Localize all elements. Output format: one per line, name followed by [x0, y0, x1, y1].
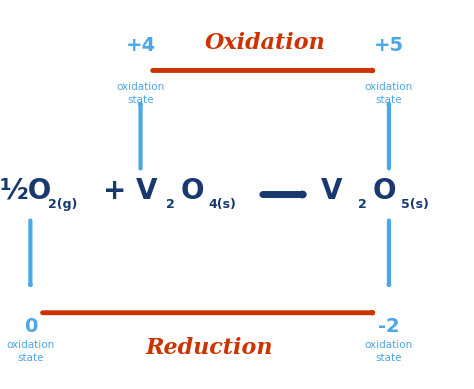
- Text: -2: -2: [378, 317, 400, 336]
- Text: 4(s): 4(s): [209, 198, 237, 211]
- Text: + V: + V: [103, 177, 157, 205]
- Text: Oxidation: Oxidation: [204, 32, 325, 54]
- Text: +5: +5: [374, 36, 404, 55]
- Text: O: O: [181, 177, 204, 205]
- Text: 2: 2: [358, 198, 367, 211]
- Text: 0: 0: [24, 317, 37, 336]
- Text: oxidation
state: oxidation state: [365, 82, 413, 105]
- Text: 5(s): 5(s): [401, 198, 428, 211]
- Text: +4: +4: [126, 36, 155, 55]
- Text: oxidation
state: oxidation state: [117, 82, 164, 105]
- Text: V: V: [321, 177, 343, 205]
- Text: Reduction: Reduction: [146, 336, 273, 359]
- Text: ½O: ½O: [0, 177, 52, 205]
- Text: oxidation
state: oxidation state: [365, 340, 413, 363]
- Text: oxidation
state: oxidation state: [6, 340, 55, 363]
- Text: 2(g): 2(g): [48, 198, 78, 211]
- Text: 2: 2: [166, 198, 175, 211]
- Text: O: O: [373, 177, 396, 205]
